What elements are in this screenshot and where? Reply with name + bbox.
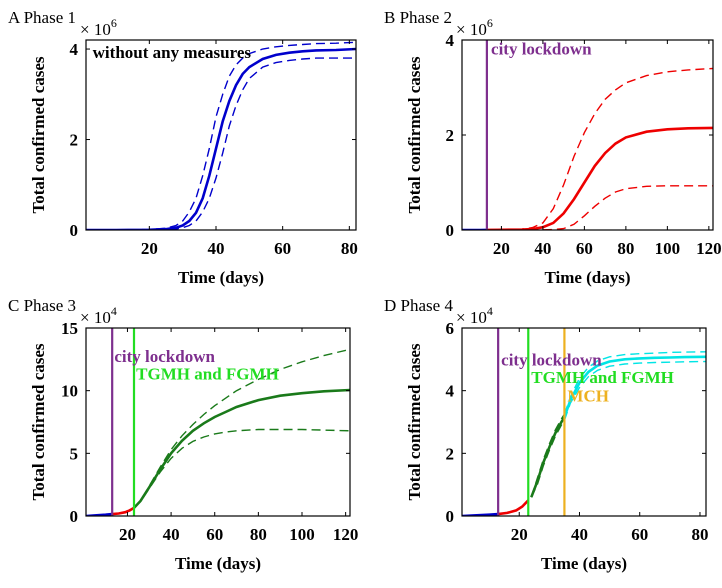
multiplier-base: 10 — [470, 308, 487, 327]
x-tick-label: 40 — [534, 239, 551, 258]
y-tick-label: 0 — [70, 221, 79, 240]
axes-box — [462, 40, 713, 230]
series-line-5-bound — [134, 430, 350, 508]
y-axis-label: Total confirmed cases — [405, 56, 424, 213]
x-axis-label: Time (days) — [175, 554, 261, 573]
annotation-label: city lockdown — [491, 39, 592, 58]
x-tick-label: 40 — [163, 525, 180, 544]
x-tick-label: 120 — [696, 239, 722, 258]
multiplier-base: 10 — [94, 20, 111, 39]
y-tick-label: 2 — [70, 131, 79, 150]
x-tick-label: 40 — [571, 525, 588, 544]
panel-title: B Phase 2 — [384, 8, 452, 27]
x-tick-label: 120 — [333, 525, 359, 544]
annotation-label: city lockdown — [501, 351, 602, 370]
series-line-2-mean — [498, 500, 528, 514]
series-group — [86, 42, 356, 230]
panel-1: 0 2 4 20 40 60 80 Time (days) Total confirmed ca… — [8, 8, 358, 287]
annotation-label: MCH — [567, 387, 609, 406]
multiplier-sign: × — [80, 308, 94, 327]
multiplier-exponent: 4 — [487, 304, 493, 318]
y-tick-label: 4 — [70, 40, 79, 59]
multiplier-exponent: 4 — [111, 304, 117, 318]
multiplier-sign: × — [80, 20, 94, 39]
axis-multiplier: × 106 — [456, 16, 493, 39]
x-tick-label: 60 — [274, 239, 291, 258]
multiplier-base: 10 — [470, 20, 487, 39]
y-axis-label: Total confirmed cases — [29, 343, 48, 500]
x-tick-label: 80 — [691, 525, 708, 544]
x-axis-label: Time (days) — [178, 268, 264, 287]
y-tick-label: 2 — [446, 444, 455, 463]
x-axis-label: Time (days) — [541, 554, 627, 573]
x-tick-label: 100 — [289, 525, 315, 544]
x-tick-label: 60 — [631, 525, 648, 544]
series-line-4-bound — [487, 186, 713, 230]
panel-4: 0 2 4 6 20 40 60 80 Time (days) Total confirmed c… — [384, 296, 708, 573]
y-tick-label: 2 — [446, 126, 455, 145]
annotation-label: TGMH and FGMH — [531, 368, 674, 387]
axis-multiplier: × 104 — [456, 304, 493, 327]
x-tick-label: 20 — [511, 525, 528, 544]
y-tick-label: 0 — [446, 221, 455, 240]
x-tick-label: 60 — [206, 525, 223, 544]
y-tick-label: 5 — [70, 444, 79, 463]
series-line-3-bound — [86, 58, 356, 230]
x-tick-label: 40 — [208, 239, 225, 258]
series-line-2-mean — [112, 508, 134, 514]
annotation-label: without any measures — [93, 43, 252, 62]
x-tick-label: 60 — [576, 239, 593, 258]
x-tick-label: 80 — [617, 239, 634, 258]
x-axis-label: Time (days) — [544, 268, 630, 287]
axis-multiplier: × 106 — [80, 16, 117, 39]
y-tick-label: 10 — [61, 382, 78, 401]
panel-title: C Phase 3 — [8, 296, 76, 315]
multiplier-exponent: 6 — [487, 16, 493, 30]
panel-3: 0 5 10 15 20 40 60 80 100 120 Time (days) Total con… — [8, 296, 358, 573]
y-tick-label: 0 — [446, 507, 455, 526]
x-tick-label: 100 — [655, 239, 681, 258]
series-line-2-bound — [86, 42, 356, 230]
x-tick-label: 20 — [119, 525, 136, 544]
x-tick-label: 80 — [250, 525, 267, 544]
series-line-3-bound — [487, 69, 713, 230]
y-axis-label: Total confirmed cases — [405, 343, 424, 500]
series-line-3-mean — [134, 390, 350, 508]
y-tick-label: 15 — [61, 319, 78, 338]
series-line-1-mean — [86, 49, 356, 230]
annotation-label: city lockdown — [114, 347, 215, 366]
annotation-label: TGMH and FGMH — [136, 364, 279, 383]
multiplier-base: 10 — [94, 308, 111, 327]
y-tick-label: 6 — [446, 319, 455, 338]
axes-box — [86, 40, 356, 230]
y-tick-label: 0 — [70, 507, 79, 526]
y-tick-label: 4 — [446, 31, 455, 50]
series-group — [462, 69, 713, 231]
multiplier-sign: × — [456, 308, 470, 327]
x-tick-label: 20 — [141, 239, 158, 258]
x-tick-label: 20 — [493, 239, 510, 258]
panel-2: 0 2 4 20 40 60 80 100 120 Time (days) Total confir… — [384, 8, 722, 287]
multiplier-sign: × — [456, 20, 470, 39]
panel-title: D Phase 4 — [384, 296, 453, 315]
panel-title: A Phase 1 — [8, 8, 76, 27]
series-line-2-mean — [487, 128, 713, 230]
axis-multiplier: × 104 — [80, 304, 117, 327]
y-tick-label: 4 — [446, 382, 455, 401]
x-tick-label: 80 — [341, 239, 358, 258]
y-axis-label: Total confirmed cases — [29, 56, 48, 213]
multiplier-exponent: 6 — [111, 16, 117, 30]
